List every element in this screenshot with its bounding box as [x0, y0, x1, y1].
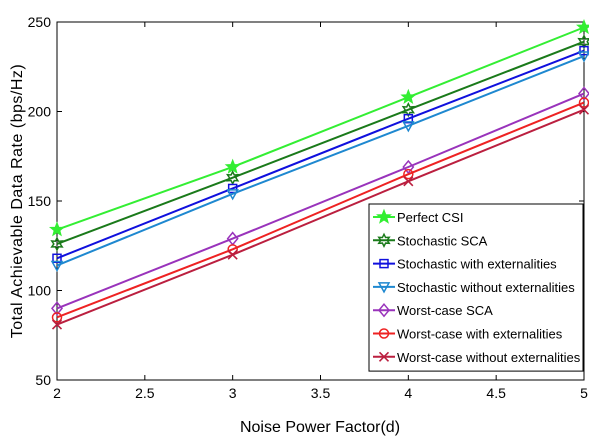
data-point — [401, 102, 415, 118]
legend-label: Worst-case without externalities — [397, 350, 581, 365]
y-tick-label: 200 — [28, 104, 52, 120]
data-point — [50, 236, 64, 252]
legend-marker — [378, 328, 390, 339]
legend: Perfect CSI Stochastic SCA Stochastic with… — [368, 203, 584, 372]
legend-entry: Perfect CSI — [373, 208, 463, 225]
series-7 — [51, 104, 589, 330]
series-line — [56, 92, 585, 310]
data-point — [579, 45, 589, 56]
legend-entry: Worst-case with externalities — [373, 327, 563, 342]
y-tick-label: 250 — [28, 14, 52, 30]
data-point — [224, 158, 241, 174]
legend-marker — [377, 232, 391, 248]
x-tick-label: 5 — [580, 385, 588, 401]
series-1 — [49, 18, 589, 237]
data-point — [576, 18, 589, 35]
legend-label: Stochastic with externalities — [397, 257, 557, 272]
legend-label: Stochastic SCA — [397, 233, 488, 248]
data-point — [577, 51, 589, 63]
x-tick-label: 2.5 — [135, 385, 155, 401]
legend-marker — [378, 351, 390, 362]
x-tick-label: 2 — [53, 385, 61, 401]
series-line — [56, 40, 585, 245]
legend-marker — [376, 208, 392, 224]
y-tick-label: 150 — [28, 193, 52, 209]
legend-marker — [377, 282, 391, 294]
series-4 — [50, 51, 589, 272]
legend-label: Stochastic without externalities — [397, 280, 575, 295]
data-point — [578, 104, 589, 115]
data-point — [403, 176, 414, 187]
y-tick-label: 50 — [35, 372, 51, 388]
data-point — [400, 88, 417, 104]
legend-box — [368, 203, 584, 372]
x-tick-label: 4 — [404, 385, 412, 401]
series-line — [56, 108, 585, 326]
legend-marker — [378, 303, 390, 318]
legend-entry: Stochastic without externalities — [373, 280, 575, 295]
data-point — [51, 319, 63, 330]
series-line — [56, 101, 585, 319]
data-point — [52, 253, 62, 264]
series-line — [56, 49, 585, 260]
legend-entry: Stochastic SCA — [373, 232, 488, 248]
data-point — [403, 113, 414, 124]
series-3 — [52, 45, 589, 264]
data-point — [51, 301, 63, 316]
x-tick-label: 3 — [229, 385, 237, 401]
legend-entry: Worst-case SCA — [373, 303, 493, 318]
data-point — [226, 189, 239, 201]
data-point — [402, 159, 415, 175]
data-point — [49, 221, 65, 237]
series-line — [56, 26, 585, 231]
axis-ticks: 2 2.5 3 3.5 4 4.5 5 50 100 150 200 250 — [28, 14, 588, 401]
x-tick-label: 3.5 — [311, 385, 331, 401]
data-point — [51, 312, 63, 323]
legend-label: Perfect CSI — [397, 210, 463, 225]
legend-entry: Worst-case without externalities — [373, 350, 581, 365]
data-point — [227, 249, 238, 260]
legend-marker — [379, 258, 389, 269]
x-tick-label: 4.5 — [486, 385, 506, 401]
series-line — [56, 55, 585, 267]
data-point — [403, 168, 414, 180]
series-5 — [51, 86, 589, 316]
data-point — [50, 260, 64, 272]
legend-entry: Stochastic with externalities — [373, 257, 557, 272]
y-axis-label: Total Achievable Data Rate (bps/Hz) — [9, 64, 26, 339]
data-point — [227, 183, 238, 194]
series-layer — [49, 18, 589, 330]
data-point — [577, 34, 589, 50]
x-axis-label: Noise Power Factor(d) — [240, 419, 400, 436]
y-tick-label: 100 — [28, 283, 52, 299]
data-point — [402, 121, 415, 133]
legend-label: Worst-case with externalities — [397, 327, 563, 342]
data-point — [578, 86, 589, 101]
legend-label: Worst-case SCA — [397, 303, 493, 318]
